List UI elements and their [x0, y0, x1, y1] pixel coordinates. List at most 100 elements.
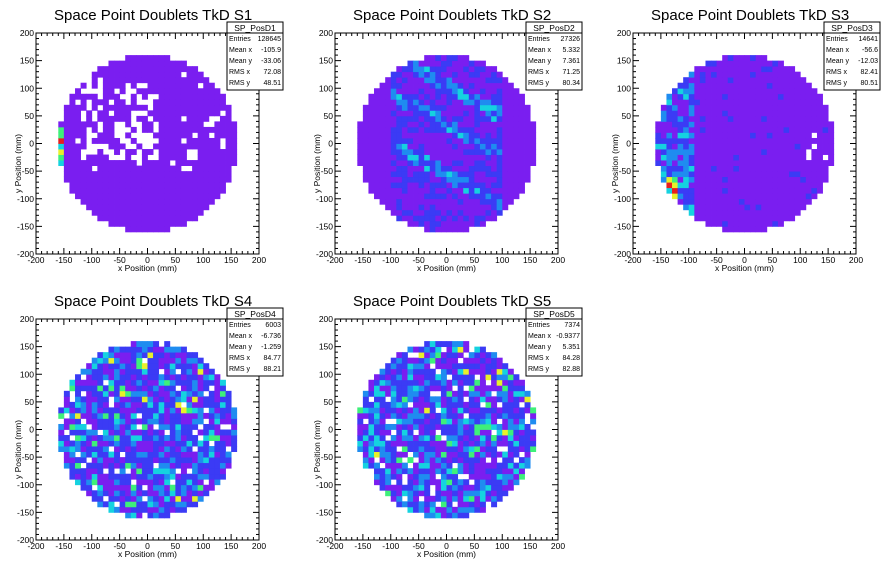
heat-cell — [733, 220, 740, 227]
heat-cell — [164, 457, 171, 464]
heat-cell — [479, 357, 486, 364]
panel-title: Space Point Doublets TkD S2 — [353, 7, 551, 24]
heat-cell — [660, 143, 667, 150]
heat-cell — [491, 484, 498, 491]
heat-cell — [86, 379, 93, 386]
y-tick-label: -150 — [614, 221, 631, 231]
stats-value: -56.6 — [862, 47, 878, 54]
heat-cell — [102, 198, 109, 205]
heat-cell — [789, 88, 796, 95]
heat-cell — [479, 209, 486, 216]
heat-cell — [130, 209, 137, 216]
heat-cell — [401, 104, 408, 111]
heat-cell — [485, 352, 492, 359]
heat-cell — [192, 385, 199, 392]
heat-cell — [379, 93, 386, 100]
x-tick-label: 150 — [224, 541, 238, 551]
heat-cell — [424, 171, 431, 178]
heat-cell — [219, 182, 226, 189]
stats-value: 14641 — [859, 36, 879, 43]
heat-cell — [429, 423, 436, 430]
heat-cell — [91, 446, 98, 452]
heat-cell — [513, 187, 520, 194]
heat-cell — [507, 451, 514, 458]
heat-cell — [186, 484, 193, 491]
heat-cell — [401, 126, 408, 133]
heat-cell — [755, 88, 762, 95]
heat-cell — [457, 390, 464, 397]
heat-cell — [518, 435, 525, 441]
y-tick-label: 150 — [20, 342, 34, 352]
heat-cell — [231, 412, 238, 419]
heat-cell — [794, 121, 801, 128]
heat-cell — [385, 187, 392, 194]
heat-cell — [379, 121, 386, 128]
heat-cell — [446, 446, 453, 452]
heat-cell — [136, 171, 143, 178]
heat-cell — [407, 429, 414, 436]
x-tick-label: -150 — [55, 255, 72, 265]
heat-cell — [766, 110, 773, 117]
heat-cell — [203, 374, 210, 381]
heat-cell — [80, 446, 87, 452]
heat-cell — [688, 115, 695, 122]
heat-cell — [463, 209, 470, 216]
heat-cell — [153, 182, 160, 189]
heat-cell — [524, 160, 531, 166]
heat-cell — [418, 396, 425, 403]
heat-cell — [435, 446, 442, 452]
heat-cell — [446, 88, 453, 95]
heat-cell — [524, 440, 531, 447]
heat-cell — [474, 60, 481, 67]
heat-cell — [379, 473, 386, 480]
heat-cell — [479, 462, 486, 469]
heat-cell — [180, 220, 187, 227]
heat-cell — [407, 187, 414, 194]
heat-cell — [197, 363, 204, 370]
heat-cell — [474, 215, 481, 222]
heat-cell — [440, 132, 447, 139]
heat-cell — [777, 209, 784, 216]
y-axis-label: y Position (mm) — [13, 420, 23, 479]
heat-cell — [446, 495, 453, 502]
x-tick-label: 50 — [470, 541, 480, 551]
heat-cell — [518, 165, 525, 172]
heat-cell — [69, 182, 76, 189]
heat-cell — [108, 143, 115, 150]
heat-cell — [125, 368, 132, 375]
heat-cell — [485, 396, 492, 403]
heat-cell — [502, 193, 509, 200]
heat-cell — [474, 346, 481, 353]
heat-cell — [772, 220, 779, 227]
heat-cell — [485, 143, 492, 150]
heat-cell — [97, 132, 104, 139]
heat-cell — [125, 165, 132, 172]
heat-cell — [716, 60, 723, 67]
heat-cell — [374, 429, 380, 436]
heat-cell — [805, 110, 812, 117]
heat-cell — [755, 198, 762, 205]
stats-label: Mean y — [229, 344, 252, 351]
heat-cell — [169, 71, 176, 78]
heat-cell — [396, 462, 403, 469]
heat-cell — [164, 99, 171, 106]
heat-cell — [114, 374, 121, 381]
heat-cell — [114, 115, 121, 122]
heat-cell — [401, 121, 408, 128]
heat-cell — [86, 93, 93, 100]
heat-cell — [513, 446, 520, 452]
heat-cell — [479, 379, 486, 386]
heat-cell — [446, 165, 453, 172]
heat-cell — [463, 110, 470, 117]
heat-cell — [805, 143, 812, 150]
heat-cell — [374, 154, 380, 161]
heat-cell — [772, 182, 779, 189]
heat-cell — [379, 418, 386, 425]
heat-cell — [158, 93, 165, 100]
heat-cell — [699, 165, 706, 172]
heat-cell — [164, 66, 171, 73]
heat-cell — [102, 126, 109, 133]
heat-cell — [733, 193, 740, 200]
heat-cell — [761, 71, 768, 78]
heat-cell — [457, 193, 464, 200]
